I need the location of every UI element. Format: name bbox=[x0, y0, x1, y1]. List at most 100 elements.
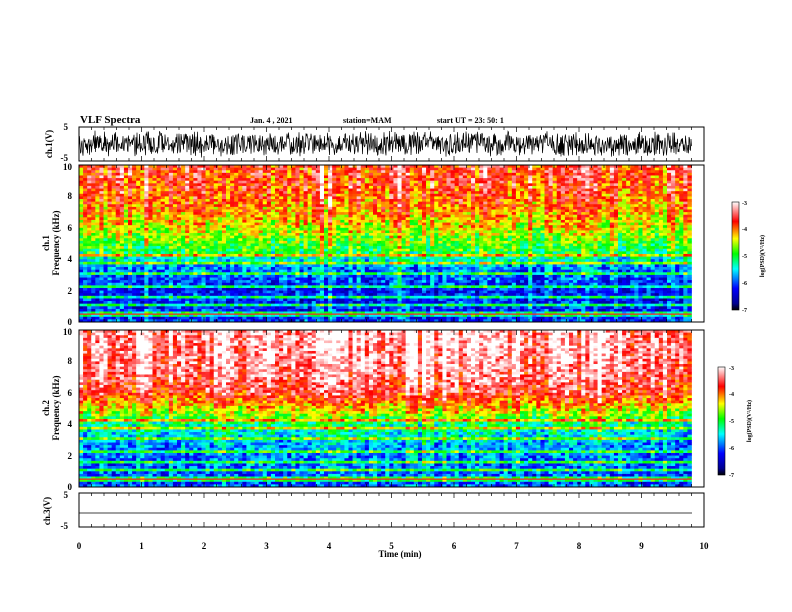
spectrogram-cell bbox=[300, 262, 304, 265]
spectrogram-cell bbox=[308, 217, 312, 220]
spectrogram-cell bbox=[377, 186, 381, 189]
spectrogram-cell bbox=[206, 251, 210, 254]
spectrogram-cell bbox=[283, 317, 287, 320]
spectrogram-cell bbox=[263, 220, 267, 223]
spectrogram-cell bbox=[181, 170, 185, 173]
spectrogram-cell bbox=[246, 202, 250, 205]
spectrogram-cell bbox=[365, 262, 369, 265]
spectrogram-cell bbox=[414, 267, 418, 270]
spectrogram-cell bbox=[385, 317, 389, 320]
spectrogram-cell bbox=[173, 301, 177, 304]
spectrogram-cell bbox=[108, 181, 112, 184]
spectrogram-cell bbox=[373, 270, 377, 273]
spectrogram-cell bbox=[210, 233, 214, 236]
spectrogram-cell bbox=[275, 228, 279, 231]
spectrogram-cell bbox=[295, 168, 299, 171]
spectrogram-cell bbox=[255, 296, 259, 299]
spectrogram-cell bbox=[291, 225, 295, 228]
spectrogram-cell bbox=[161, 194, 165, 197]
spectrogram-cell bbox=[246, 170, 250, 173]
spectrogram-cell bbox=[104, 285, 108, 288]
spectrogram-cell bbox=[255, 298, 259, 301]
spectrogram-cell bbox=[153, 191, 157, 194]
spectrogram-cell bbox=[202, 199, 206, 202]
spectrogram-cell bbox=[275, 230, 279, 233]
spectrogram-cell bbox=[128, 181, 132, 184]
spectrogram-cell bbox=[389, 254, 393, 257]
spectrogram-cell bbox=[406, 170, 410, 173]
spectrogram-cell bbox=[230, 223, 234, 226]
spectrogram-cell bbox=[87, 170, 91, 173]
spectrogram-cell bbox=[353, 217, 357, 220]
spectrogram-cell bbox=[291, 170, 295, 173]
spectrogram-cell bbox=[197, 178, 201, 181]
spectrogram-cell bbox=[365, 236, 369, 239]
spectrogram-cell bbox=[361, 262, 365, 265]
spectrogram-cell bbox=[332, 306, 336, 309]
spectrogram-cell bbox=[255, 309, 259, 312]
spectrogram-cell bbox=[381, 170, 385, 173]
spectrogram-cell bbox=[259, 264, 263, 267]
spectrogram-cell bbox=[214, 173, 218, 176]
spectrogram-cell bbox=[377, 191, 381, 194]
spectrogram-cell bbox=[177, 249, 181, 252]
spectrogram-cell bbox=[108, 170, 112, 173]
spectrogram-cell bbox=[185, 168, 189, 171]
spectrogram-cell bbox=[189, 223, 193, 226]
spectrogram-cell bbox=[197, 249, 201, 252]
spectrogram-cell bbox=[104, 230, 108, 233]
spectrogram-cell bbox=[165, 168, 169, 171]
spectrogram-cell bbox=[128, 189, 132, 192]
spectrogram-cell bbox=[377, 207, 381, 210]
spectrogram-cell bbox=[95, 178, 99, 181]
spectrogram-cell bbox=[332, 264, 336, 267]
spectrogram-cell bbox=[255, 278, 259, 281]
spectrogram-cell bbox=[344, 251, 348, 254]
spectrogram-cell bbox=[308, 246, 312, 249]
spectrogram-cell bbox=[267, 230, 271, 233]
spectrogram-cell bbox=[173, 251, 177, 254]
spectrogram-cell bbox=[95, 244, 99, 247]
spectrogram-cell bbox=[79, 178, 83, 181]
spectrogram-cell bbox=[91, 275, 95, 278]
spectrogram-cell bbox=[136, 275, 140, 278]
spectrogram-cell bbox=[185, 175, 189, 178]
spectrogram-cell bbox=[104, 272, 108, 275]
spectrogram-cell bbox=[202, 212, 206, 215]
spectrogram-cell bbox=[197, 301, 201, 304]
spectrogram-cell bbox=[365, 204, 369, 207]
spectrogram-cell bbox=[373, 301, 377, 304]
spectrogram-cell bbox=[283, 204, 287, 207]
spectrogram-cell bbox=[336, 264, 340, 267]
spectrogram-cell bbox=[283, 301, 287, 304]
spectrogram-cell bbox=[377, 304, 381, 307]
spectrogram-cell bbox=[316, 280, 320, 283]
spectrogram-cell bbox=[230, 293, 234, 296]
spectrogram-cell bbox=[259, 204, 263, 207]
spectrogram-cell bbox=[185, 249, 189, 252]
spectrogram-cell bbox=[238, 217, 242, 220]
spectrogram-cell bbox=[116, 270, 120, 273]
spectrogram-cell bbox=[361, 178, 365, 181]
spectrogram-cell bbox=[124, 225, 128, 228]
spectrogram-cell bbox=[206, 183, 210, 186]
spectrogram-cell bbox=[91, 212, 95, 215]
spectrogram-cell bbox=[218, 278, 222, 281]
spectrogram-cell bbox=[148, 181, 152, 184]
spectrogram-cell bbox=[336, 275, 340, 278]
spectrogram-cell bbox=[259, 181, 263, 184]
spectrogram-cell bbox=[87, 228, 91, 231]
spectrogram-cell bbox=[116, 285, 120, 288]
spectrogram-cell bbox=[99, 178, 103, 181]
spectrogram-cell bbox=[144, 264, 148, 267]
spectrogram-cell bbox=[369, 304, 373, 307]
spectrogram-cell bbox=[226, 267, 230, 270]
spectrogram-cell bbox=[124, 196, 128, 199]
spectrogram-cell bbox=[251, 181, 255, 184]
spectrogram-cell bbox=[263, 291, 267, 294]
spectrogram-cell bbox=[144, 189, 148, 192]
spectrogram-cell bbox=[344, 215, 348, 218]
spectrogram-cell bbox=[300, 173, 304, 176]
spectrogram-cell bbox=[87, 293, 91, 296]
spectrogram-cell bbox=[173, 259, 177, 262]
